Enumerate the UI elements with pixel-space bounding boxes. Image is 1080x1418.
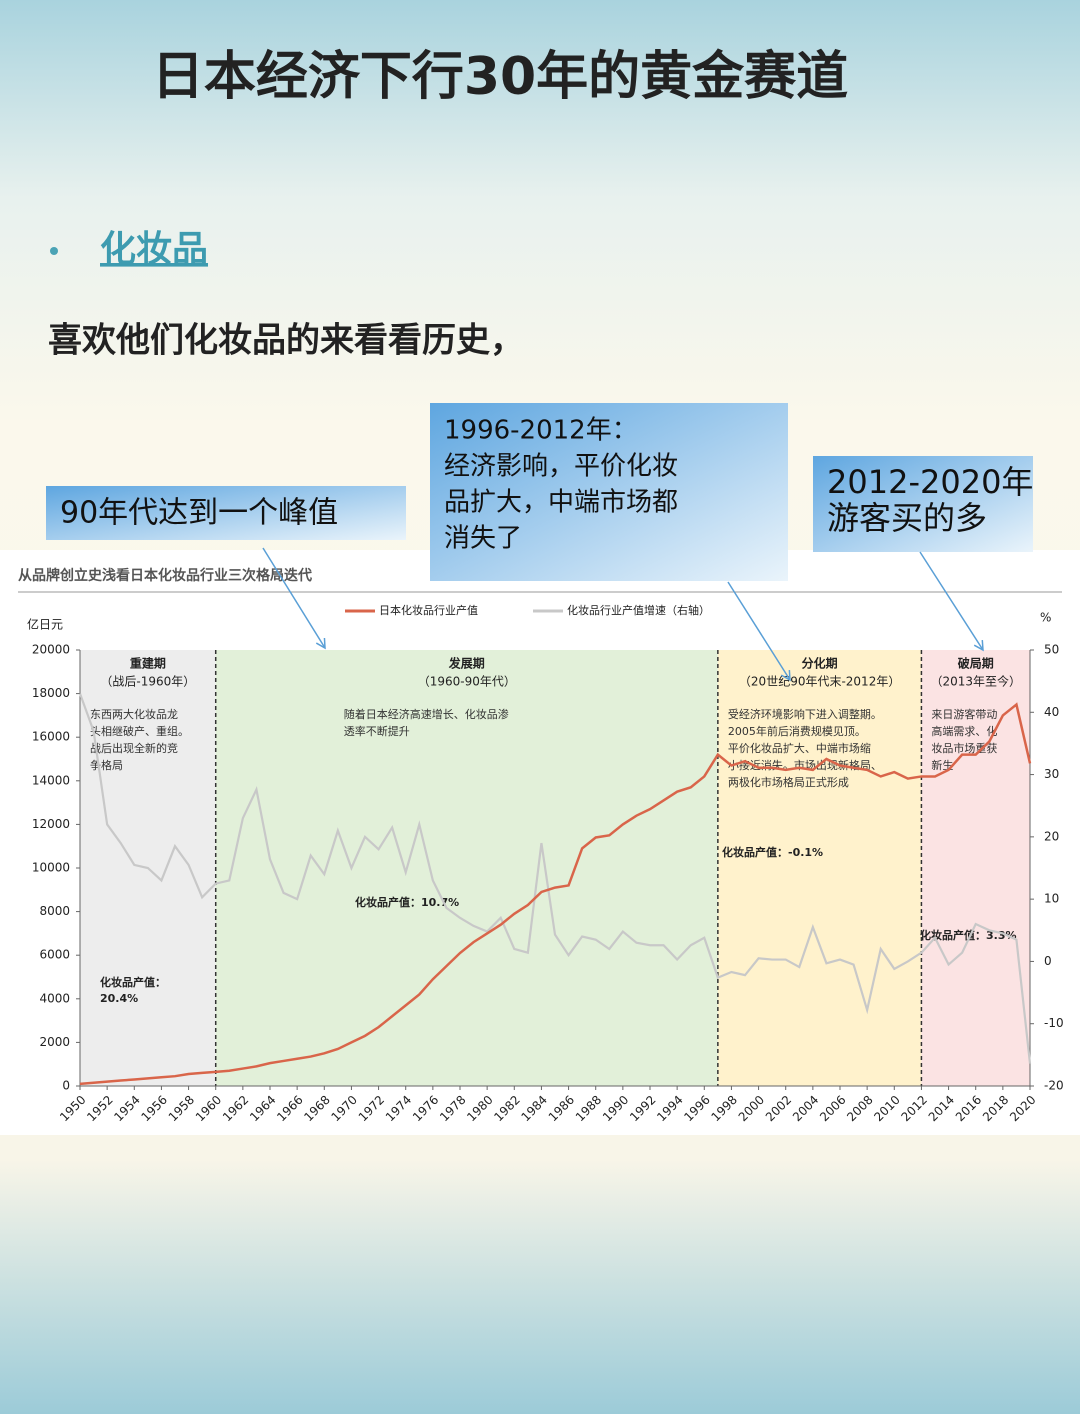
period-note: 头相继破产、重组。: [90, 724, 189, 738]
period-note: 2005年前后消费规模见顶。: [728, 724, 866, 738]
bullet: 化妆品: [100, 229, 208, 270]
series-line: [78, 693, 1032, 1064]
y2-axis-label: %: [1040, 611, 1051, 625]
y2-tick-label: 50: [1044, 643, 1059, 657]
period-name: 重建期: [130, 656, 166, 671]
period-name: 发展期: [448, 656, 485, 671]
period-note: 随着日本经济高速增长、化妆品渗: [344, 707, 509, 721]
period-note: 东西两大化妆品龙: [90, 707, 178, 721]
period-growth: 化妆品产值：10.7%: [355, 895, 459, 909]
legend-label: 日本化妆品行业产值: [379, 603, 478, 617]
period-band: [717, 650, 922, 1086]
callout-arrow: [262, 547, 326, 649]
period-range: （1960-90年代）: [418, 675, 516, 689]
y-tick-label: 4000: [39, 991, 70, 1005]
y-tick-label: 16000: [32, 730, 70, 744]
y2-tick-label: 40: [1044, 705, 1059, 719]
y-tick-label: 12000: [32, 817, 70, 831]
callout-arrow: [919, 551, 984, 651]
y2-tick-label: -10: [1044, 1016, 1064, 1030]
period-note: 平价化妆品扩大、中端市场缩: [728, 741, 871, 755]
callout-box: [430, 403, 788, 581]
callout-arrowhead: [315, 637, 326, 650]
callout-box: [46, 486, 406, 540]
period-range: （2013年至今）: [930, 674, 1021, 689]
period-band: [215, 650, 718, 1086]
y-tick-label: 10000: [32, 861, 70, 875]
series-line: [79, 702, 1032, 1086]
period-range: （战后-1960年）: [100, 675, 195, 689]
y-axis-label: 亿日元: [27, 617, 63, 632]
title: 日本经济下行30年的黄金赛道: [152, 47, 848, 107]
period-note: 争格局: [90, 758, 123, 772]
y2-tick-label: -20: [1044, 1079, 1064, 1093]
period-range: （20世纪90年代末-2012年）: [739, 675, 900, 689]
callout-arrow: [727, 581, 791, 681]
y-tick-label: 2000: [39, 1035, 70, 1049]
period-note: 受经济环境影响下进入调整期。: [728, 707, 882, 721]
period-note: 透率不断提升: [344, 724, 410, 738]
period-note: 两极化市场格局正式形成: [728, 775, 849, 789]
callout-arrowhead: [780, 669, 791, 682]
y-tick-label: 20000: [32, 643, 70, 657]
intro: 喜欢他们化妆品的来看看历史，: [48, 321, 524, 361]
y2-tick-label: 30: [1044, 767, 1059, 781]
y2-tick-label: 0: [1044, 954, 1052, 968]
y2-tick-label: 20: [1044, 829, 1059, 843]
y-tick-label: 0: [62, 1079, 70, 1093]
callout-text: 游客买的多: [827, 499, 987, 537]
legend-label: 化妆品行业产值增速（右轴）: [567, 603, 710, 617]
period-note: 新生: [931, 758, 953, 772]
y-tick-label: 18000: [32, 686, 70, 700]
period-name: 破局期: [958, 656, 994, 671]
period-note: 来日游客带动: [931, 707, 997, 721]
period-note: 高端需求、化: [931, 724, 997, 738]
period-growth: 化妆品产值：: [100, 975, 166, 989]
period-growth: 化妆品产值：-0.1%: [722, 845, 823, 859]
callout-text: 消失了: [444, 524, 522, 554]
callout-text: 品扩大，中端市场都: [444, 488, 678, 518]
callout-text: 90年代达到一个峰值: [60, 496, 338, 531]
y-tick-label: 6000: [39, 948, 70, 962]
period-note: 战后出现全新的竞: [90, 741, 178, 755]
callout-text: 经济影响，平价化妆: [444, 452, 678, 482]
y-tick-label: 14000: [32, 773, 70, 787]
callout-box: [813, 456, 1033, 552]
callout-arrowhead: [973, 639, 984, 652]
period-note: 妆品市场重获: [931, 741, 997, 755]
chart-title: 从品牌创立史浅看日本化妆品行业三次格局迭代: [18, 567, 312, 584]
period-growth: 20.4%: [100, 992, 138, 1005]
bullet-dot: [50, 247, 58, 255]
y2-tick-label: 10: [1044, 892, 1059, 906]
period-name: 分化期: [802, 656, 838, 671]
callout-text: 2012-2020年: [827, 463, 1033, 501]
callout-text: 1996-2012年：: [444, 416, 638, 446]
period-band: [921, 650, 1030, 1086]
callouts: 90年代达到一个峰值 1996-2012年： 经济影响，平价化妆品扩大，中端市场都消…: [46, 403, 1033, 682]
y-tick-label: 8000: [39, 904, 70, 918]
